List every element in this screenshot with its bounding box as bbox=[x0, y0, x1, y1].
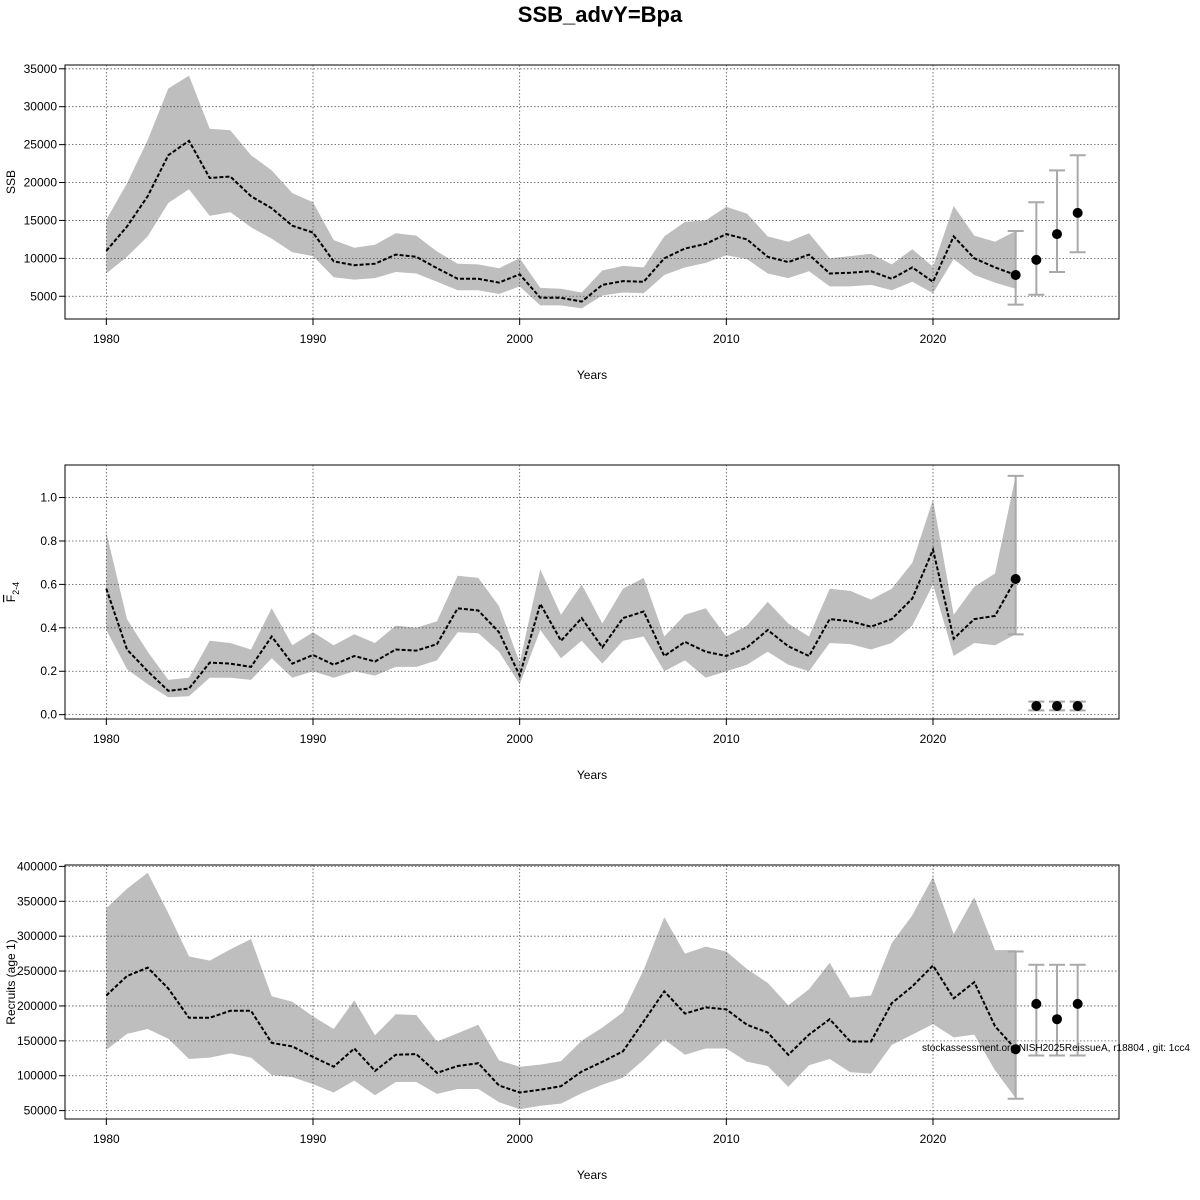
y-tick-label: 15000 bbox=[24, 213, 58, 227]
x-tick-label: 2010 bbox=[713, 332, 740, 346]
y-tick-label: 200000 bbox=[17, 999, 57, 1013]
footnote: stockassessment.org NISH2025ReissueA, r1… bbox=[922, 1043, 1190, 1054]
y-tick-label: 100000 bbox=[17, 1069, 57, 1083]
chart-title: SSB_advY=Bpa bbox=[517, 2, 683, 27]
y-tick-label: 0.4 bbox=[40, 621, 57, 635]
projection-point bbox=[1031, 700, 1042, 711]
final-year-error-bar bbox=[1007, 474, 1024, 636]
y-tick-label: 25000 bbox=[24, 138, 58, 152]
y-tick-label: 250000 bbox=[17, 964, 57, 978]
y-tick-label: 1.0 bbox=[40, 491, 57, 505]
y-tick-label: 20000 bbox=[24, 176, 58, 190]
x-axis-label: Years bbox=[577, 368, 607, 382]
y-axis-label: SSB bbox=[4, 170, 18, 194]
x-tick-label: 1990 bbox=[300, 332, 327, 346]
confidence-band bbox=[106, 475, 1016, 698]
x-tick-label: 2000 bbox=[506, 1132, 533, 1146]
projection-point bbox=[1010, 270, 1021, 281]
panel-3: 1980 1990 2000 2010 2020 50000 100000 150000 200… bbox=[4, 859, 1120, 1182]
final-year-error-bar bbox=[1007, 950, 1024, 1100]
panel-1: 1980 1990 2000 2010 2020 5000 10000 15000 20000 2… bbox=[4, 62, 1120, 382]
final-year-error-bar bbox=[1007, 230, 1024, 306]
y-tick-label: 150000 bbox=[17, 1034, 57, 1048]
projection-error-bar bbox=[1049, 169, 1065, 273]
y-axis-label: F2-4 bbox=[4, 582, 21, 602]
y-tick-label: 35000 bbox=[24, 62, 58, 76]
x-tick-label: 2000 bbox=[506, 732, 533, 746]
projection-point bbox=[1072, 207, 1083, 218]
y-tick-label: 0.0 bbox=[40, 708, 57, 722]
projection-error-bar bbox=[1069, 154, 1086, 254]
projection-point bbox=[1052, 229, 1062, 240]
projection-point bbox=[1010, 1044, 1021, 1055]
x-tick-label: 1990 bbox=[300, 732, 327, 746]
confidence-band bbox=[106, 872, 1016, 1110]
x-tick-label: 2020 bbox=[920, 332, 947, 346]
y-tick-label: 350000 bbox=[17, 894, 57, 908]
confidence-band bbox=[106, 75, 1016, 309]
y-tick-label: 0.8 bbox=[40, 534, 57, 548]
x-axis-label: Years bbox=[577, 768, 607, 782]
x-tick-label: 2020 bbox=[920, 732, 947, 746]
y-tick-label: 300000 bbox=[17, 929, 57, 943]
y-tick-label: 10000 bbox=[24, 251, 58, 265]
projection-error-bar bbox=[1028, 963, 1045, 1057]
y-axis-label: Recruits (age 1) bbox=[4, 939, 18, 1024]
projection-point bbox=[1052, 1014, 1062, 1025]
projection-point bbox=[1072, 700, 1083, 711]
x-tick-label: 2010 bbox=[713, 732, 740, 746]
projection-point bbox=[1052, 700, 1062, 711]
y-tick-label: 30000 bbox=[24, 100, 58, 114]
projection-point bbox=[1010, 573, 1021, 584]
x-tick-label: 1980 bbox=[93, 332, 120, 346]
panel-2: 1980 1990 2000 2010 2020 0.0 0.2 0.4 0.6 0.8 1.0 Ye… bbox=[4, 464, 1120, 782]
plot-frame bbox=[64, 864, 1120, 1120]
plot-frame bbox=[64, 464, 1120, 720]
estimate-line bbox=[105, 963, 1017, 1094]
y-tick-label: 0.2 bbox=[40, 664, 57, 678]
x-tick-label: 2010 bbox=[713, 1132, 740, 1146]
x-tick-label: 2000 bbox=[506, 332, 533, 346]
x-tick-label: 1990 bbox=[300, 1132, 327, 1146]
y-tick-label: 0.6 bbox=[40, 577, 57, 591]
x-tick-label: 1980 bbox=[93, 732, 120, 746]
y-tick-label: 50000 bbox=[24, 1104, 58, 1118]
estimate-line bbox=[105, 546, 1017, 692]
projection-point bbox=[1072, 998, 1083, 1009]
y-tick-label: 400000 bbox=[17, 859, 57, 873]
y-tick-label: 5000 bbox=[30, 289, 57, 303]
projection-point bbox=[1031, 254, 1042, 265]
x-tick-label: 1980 bbox=[93, 1132, 120, 1146]
plot-frame bbox=[64, 64, 1120, 320]
x-tick-label: 2020 bbox=[920, 1132, 947, 1146]
projection-error-bar bbox=[1028, 201, 1045, 296]
projection-point bbox=[1031, 998, 1042, 1009]
projection-error-bar bbox=[1049, 963, 1065, 1057]
projection-error-bar bbox=[1069, 963, 1086, 1057]
x-axis-label: Years bbox=[577, 1168, 607, 1182]
